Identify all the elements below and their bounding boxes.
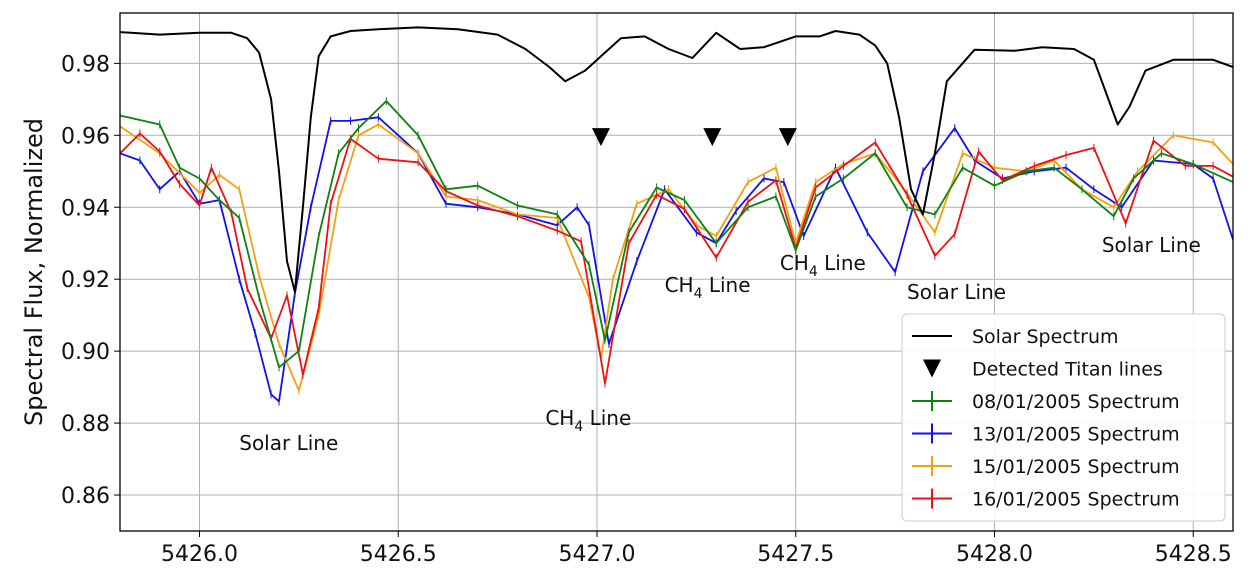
x-tick-label: 5427.5 [757, 542, 834, 567]
annotation-label: Solar Line [1102, 233, 1201, 257]
legend-label: 08/01/2005 Spectrum [972, 391, 1180, 413]
titan-marker-layer [591, 128, 797, 147]
series-15-01-2005-spectrum-line [119, 123, 1234, 392]
y-tick-label: 0.96 [61, 124, 110, 149]
legend: Solar Spectrum Detected Titan lines 08/01/… [901, 313, 1226, 522]
legend-label: Detected Titan lines [972, 359, 1163, 381]
y-tick-labels: 0.86 0.88 0.90 0.92 0.94 0.96 0.98 [61, 52, 120, 509]
y-tick-label: 0.88 [61, 412, 110, 437]
x-tick-label: 5426.0 [161, 542, 238, 567]
annotation-label: Solar Line [239, 431, 338, 455]
y-tick-label: 0.94 [61, 196, 110, 221]
y-tick-label: 0.86 [61, 484, 110, 509]
y-tick-label: 0.92 [61, 268, 110, 293]
x-tick-label: 5426.5 [360, 542, 437, 567]
y-tick-label: 0.90 [61, 340, 110, 365]
series-layer [119, 26, 1234, 406]
legend-item: 16/01/2005 Spectrum [912, 488, 1180, 511]
annotation-label: CH4 Line [545, 406, 631, 435]
x-tick-label: 5427.0 [559, 542, 636, 567]
legend-item: Detected Titan lines [923, 359, 1163, 381]
legend-item: Solar Spectrum [912, 326, 1119, 348]
legend-item: 13/01/2005 Spectrum [912, 423, 1180, 446]
legend-swatch [923, 359, 941, 378]
x-tick-labels: 5426.0 5426.5 5427.0 5427.5 5428.0 5428.5 [161, 531, 1232, 567]
annotation-layer: Solar Line CH4 Line CH4 Line CH4 Line Solar … [239, 233, 1201, 455]
plot-frame [119, 12, 1234, 532]
legend-label: 15/01/2005 Spectrum [972, 456, 1180, 478]
legend-label: Solar Spectrum [972, 326, 1119, 348]
x-tick-label: 5428.0 [956, 542, 1033, 567]
series-solar-spectrum-line [119, 26, 1234, 293]
y-tick-label: 0.98 [61, 52, 110, 77]
y-axis-label: Spectral Flux, Normalized [20, 118, 48, 426]
annotation-label: Solar Line [907, 280, 1006, 304]
series-08-01-2005-spectrum-line [119, 100, 1234, 369]
legend-item: 08/01/2005 Spectrum [912, 391, 1180, 413]
titan-line-marker [778, 128, 797, 147]
legend-box [901, 313, 1226, 522]
legend-label: 16/01/2005 Spectrum [972, 489, 1180, 511]
legend-item: 15/01/2005 Spectrum [912, 456, 1180, 478]
x-tick-label: 5428.5 [1155, 542, 1232, 567]
annotation-label: CH4 Line [665, 273, 751, 302]
legend-label: 13/01/2005 Spectrum [972, 424, 1180, 446]
titan-line-marker [703, 128, 722, 147]
titan-line-marker [591, 128, 610, 147]
annotation-label: CH4 Line [780, 251, 866, 280]
